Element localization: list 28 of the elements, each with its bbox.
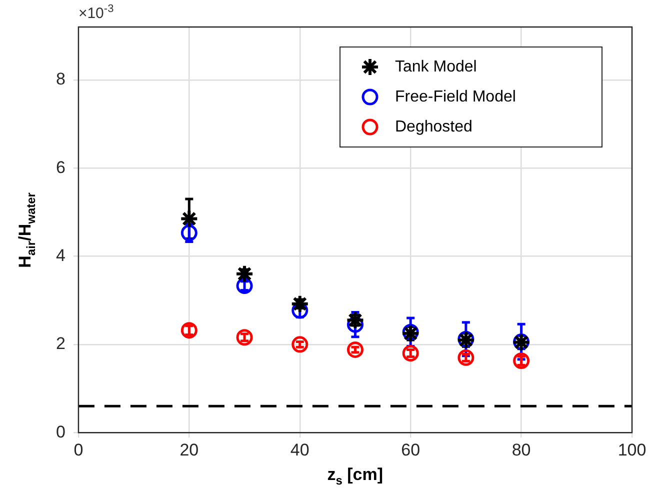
point bbox=[346, 310, 365, 330]
point bbox=[180, 322, 198, 339]
text: ×10$^{-3}$ bbox=[78, 3, 114, 22]
y-tick-label: 0 bbox=[56, 422, 66, 442]
x-tick-label: 100 bbox=[618, 440, 646, 460]
x-tick-label: 0 bbox=[74, 440, 84, 460]
y-tick-label: 2 bbox=[56, 334, 66, 354]
point bbox=[402, 344, 419, 362]
y-tick-label: 8 bbox=[56, 70, 66, 89]
x-axis-title: z$_{s}$ [cm] bbox=[327, 464, 384, 487]
legend-label: Deghosted bbox=[395, 118, 472, 136]
point bbox=[235, 264, 254, 284]
x-tick-label: 40 bbox=[290, 440, 310, 460]
point bbox=[513, 352, 530, 369]
point bbox=[458, 349, 474, 366]
x-tick-label: 20 bbox=[180, 440, 199, 460]
point bbox=[180, 224, 198, 242]
y-tick-label: 4 bbox=[56, 246, 66, 265]
x-tick-label: 60 bbox=[401, 440, 420, 460]
point bbox=[180, 209, 199, 228]
legend-label: Free-Field Model bbox=[395, 88, 516, 106]
legend-label: Tank Model bbox=[395, 58, 477, 76]
point bbox=[290, 294, 310, 314]
point bbox=[292, 336, 308, 353]
x-tick-label: 80 bbox=[512, 440, 531, 460]
y-tick-label: 6 bbox=[56, 158, 66, 177]
point bbox=[346, 341, 364, 358]
point bbox=[236, 329, 253, 346]
